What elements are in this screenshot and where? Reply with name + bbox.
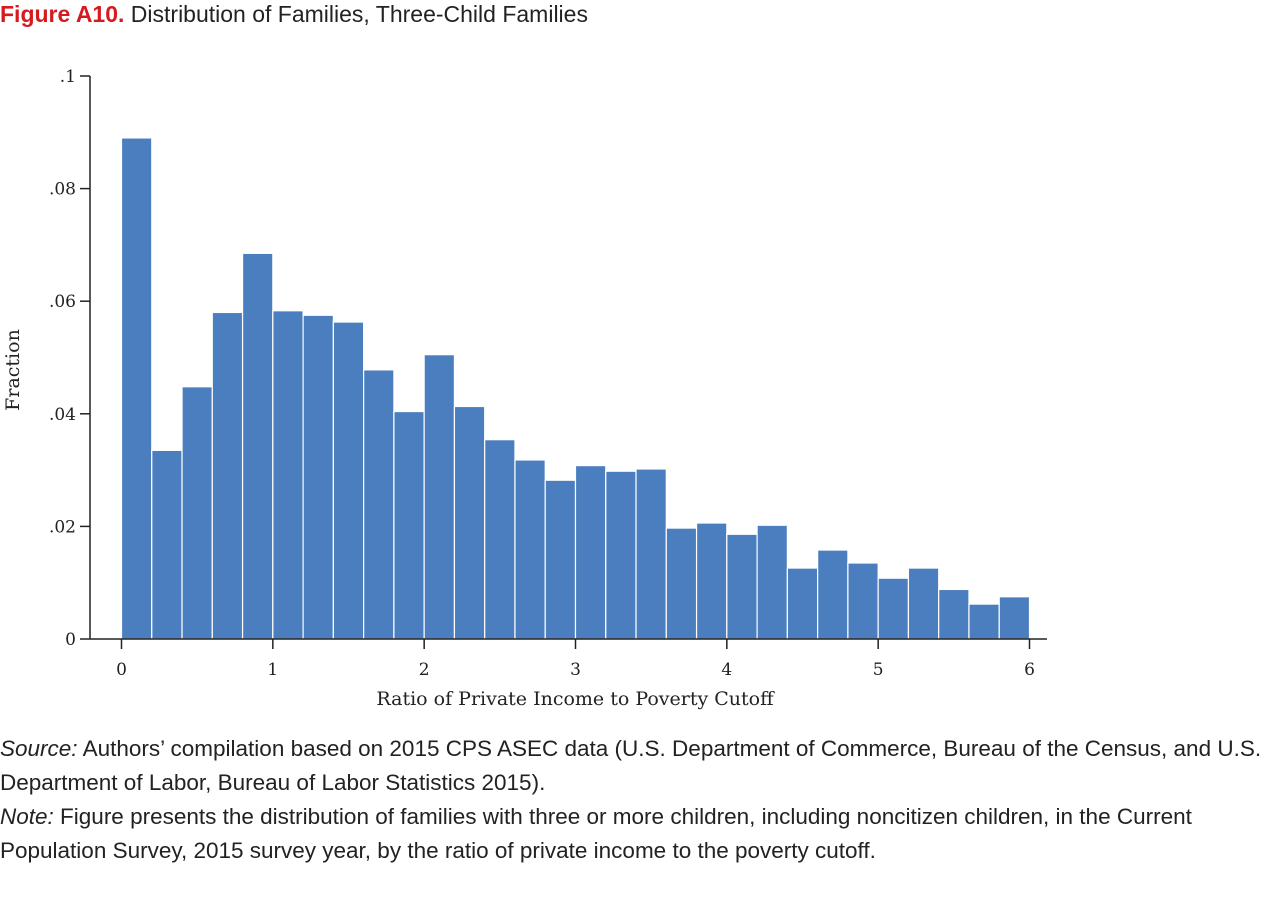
figure-title: Figure A10. Distribution of Families, Th… — [0, 0, 1280, 34]
y-axis-title: Fraction — [2, 329, 24, 411]
y-tick-label: .06 — [49, 292, 76, 312]
note-label: Note: — [0, 804, 54, 829]
histogram-bar — [453, 405, 486, 640]
y-tick-label: .04 — [49, 405, 76, 425]
x-tick-label: 4 — [721, 660, 732, 680]
y-tick-label: 0 — [65, 630, 76, 650]
histogram-bar — [938, 588, 970, 640]
histogram-bar — [574, 464, 607, 640]
histogram-bar — [907, 567, 940, 640]
x-tick-label: 1 — [267, 660, 278, 680]
histogram-bar — [695, 522, 728, 640]
x-tick-label: 5 — [873, 660, 884, 680]
histogram-bar — [393, 410, 425, 640]
note: Note: Figure presents the distribution o… — [0, 800, 1276, 868]
figure-label: Figure A10. — [0, 1, 125, 27]
histogram-chart: 0 .02 .04 .06 .08 .1 0 1 2 3 4 5 6 Ratio of Private… — [2, 67, 1047, 710]
source-note: Source: Authors’ compilation based on 20… — [0, 732, 1276, 800]
x-axis-title: Ratio of Private Income to Poverty Cutof… — [376, 688, 775, 710]
y-ticks-group: 0 .02 .04 .06 .08 .1 — [49, 67, 90, 650]
histogram-bar — [181, 386, 213, 640]
source-label: Source: — [0, 736, 78, 761]
histogram-bar — [241, 252, 274, 640]
histogram-bar — [423, 354, 456, 640]
histogram-bar — [302, 314, 334, 640]
histogram-bar — [332, 321, 365, 640]
histogram-bar — [786, 567, 819, 640]
histogram-bar — [120, 137, 153, 640]
histogram-bar — [211, 311, 244, 640]
histogram-bar — [968, 603, 1000, 640]
histogram-bar — [484, 439, 516, 640]
histogram-bar — [605, 470, 637, 640]
bars-group — [120, 137, 1031, 640]
histogram-bar — [544, 479, 577, 640]
histogram-bar — [756, 524, 788, 640]
note-text: Figure presents the distribution of fami… — [0, 804, 1192, 863]
histogram-bar — [151, 449, 183, 640]
histogram-bar — [363, 369, 395, 640]
y-tick-label: .08 — [49, 180, 76, 200]
x-ticks-group: 0 1 2 3 4 5 6 — [116, 639, 1035, 680]
x-tick-label: 3 — [570, 660, 581, 680]
histogram-bar — [514, 459, 546, 640]
figure-notes: Source: Authors’ compilation based on 20… — [0, 732, 1276, 868]
x-tick-label: 2 — [419, 660, 430, 680]
histogram-bar — [272, 310, 304, 640]
histogram-bar — [665, 527, 698, 640]
x-tick-label: 0 — [116, 660, 127, 680]
histogram-bar — [635, 468, 667, 640]
histogram-bar — [817, 549, 849, 640]
histogram-bar — [998, 596, 1031, 640]
histogram-bar — [726, 533, 758, 640]
histogram-bar — [877, 577, 910, 640]
histogram-bar — [847, 562, 879, 640]
y-tick-label: .02 — [49, 517, 76, 537]
x-tick-label: 6 — [1024, 660, 1035, 680]
source-text: Authors’ compilation based on 2015 CPS A… — [0, 736, 1262, 795]
figure-title-text: Distribution of Families, Three-Child Fa… — [130, 1, 588, 27]
y-tick-label: .1 — [60, 67, 76, 87]
